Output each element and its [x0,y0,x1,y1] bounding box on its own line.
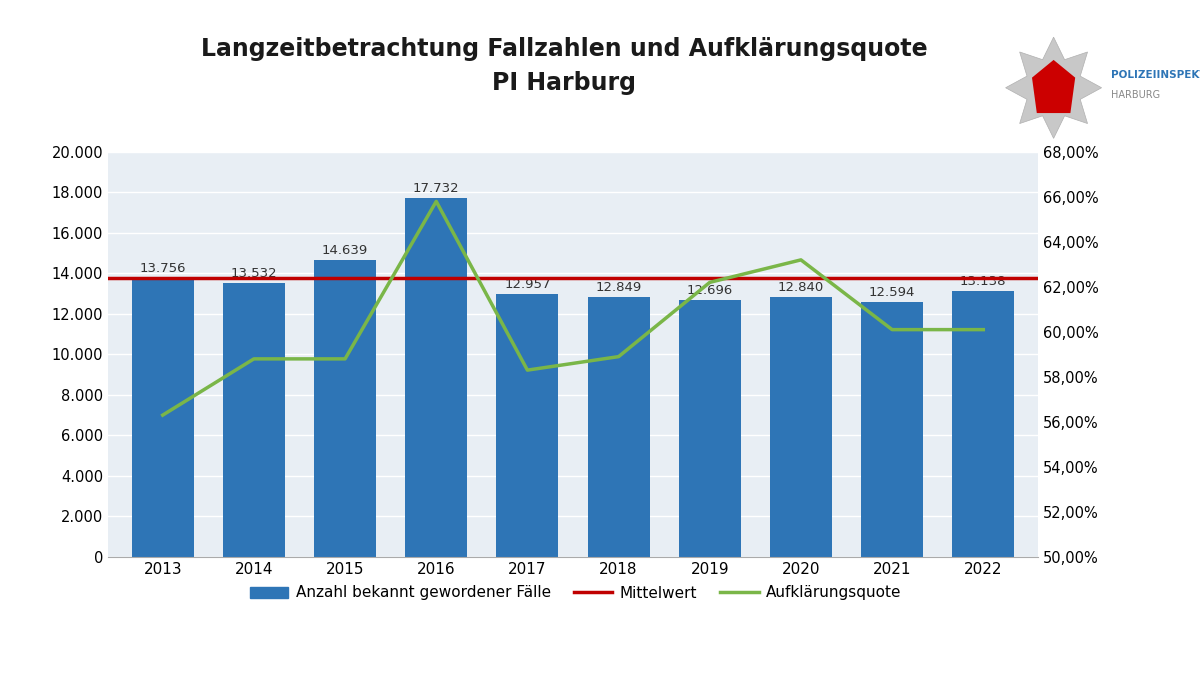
Text: 12.840: 12.840 [778,281,824,294]
Bar [679,300,740,557]
Bar [862,302,923,557]
Text: 13.756: 13.756 [139,263,186,275]
Text: 17.732: 17.732 [413,182,460,195]
Polygon shape [1032,60,1075,113]
Bar [770,297,832,557]
Text: 12.594: 12.594 [869,286,916,299]
Text: POLIZEIINSPEKTION: POLIZEIINSPEKTION [1111,70,1200,80]
Bar [314,261,376,557]
Bar [132,278,193,557]
Text: PI Harburg: PI Harburg [492,71,636,95]
Text: POLIZEILICHE KRIMINALSTATISTIK 2022: POLIZEILICHE KRIMINALSTATISTIK 2022 [18,646,295,659]
Text: Langzeitbetrachtung Fallzahlen und Aufklärungsquote: Langzeitbetrachtung Fallzahlen und Aufkl… [200,37,928,61]
Text: 13.532: 13.532 [230,267,277,280]
Text: 12.957: 12.957 [504,279,551,292]
Legend: Anzahl bekannt gewordener Fälle, Mittelwert, Aufklärungsquote: Anzahl bekannt gewordener Fälle, Mittelw… [244,579,908,607]
Text: 12.849: 12.849 [595,281,642,294]
Text: 12.696: 12.696 [686,284,733,297]
Bar [497,294,558,557]
Text: 13.138: 13.138 [960,275,1007,288]
Text: 21.03.2023: 21.03.2023 [1097,646,1176,659]
Bar [953,291,1014,557]
Text: HARBURG: HARBURG [1111,90,1160,101]
Polygon shape [1006,37,1102,138]
Text: 14.639: 14.639 [322,244,368,257]
Bar [223,283,284,557]
Bar [406,198,467,557]
Bar [588,297,649,557]
